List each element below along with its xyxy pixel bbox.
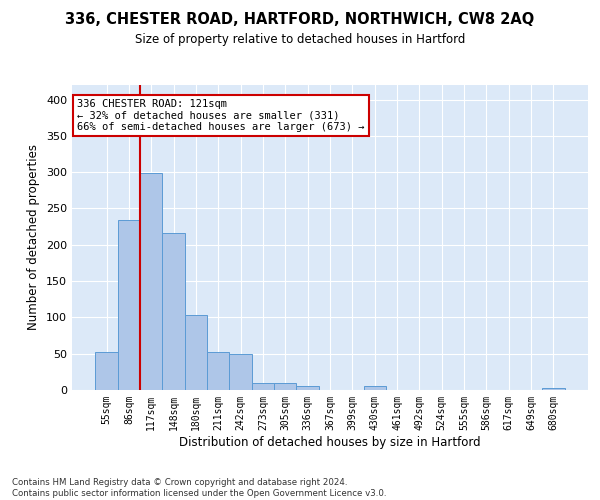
Text: 336 CHESTER ROAD: 121sqm
← 32% of detached houses are smaller (331)
66% of semi-: 336 CHESTER ROAD: 121sqm ← 32% of detach…	[77, 98, 365, 132]
Bar	[185, 315, 207, 390]
Bar	[95, 352, 118, 390]
Bar	[163, 233, 185, 390]
Bar	[296, 386, 319, 390]
Bar	[207, 352, 229, 390]
Bar	[542, 388, 565, 390]
Bar	[252, 382, 274, 390]
Bar	[229, 354, 252, 390]
Bar	[140, 173, 163, 390]
Text: Contains HM Land Registry data © Crown copyright and database right 2024.
Contai: Contains HM Land Registry data © Crown c…	[12, 478, 386, 498]
Text: Size of property relative to detached houses in Hartford: Size of property relative to detached ho…	[135, 32, 465, 46]
Y-axis label: Number of detached properties: Number of detached properties	[28, 144, 40, 330]
Bar	[274, 382, 296, 390]
Text: 336, CHESTER ROAD, HARTFORD, NORTHWICH, CW8 2AQ: 336, CHESTER ROAD, HARTFORD, NORTHWICH, …	[65, 12, 535, 28]
Bar	[118, 220, 140, 390]
Bar	[364, 386, 386, 390]
X-axis label: Distribution of detached houses by size in Hartford: Distribution of detached houses by size …	[179, 436, 481, 448]
